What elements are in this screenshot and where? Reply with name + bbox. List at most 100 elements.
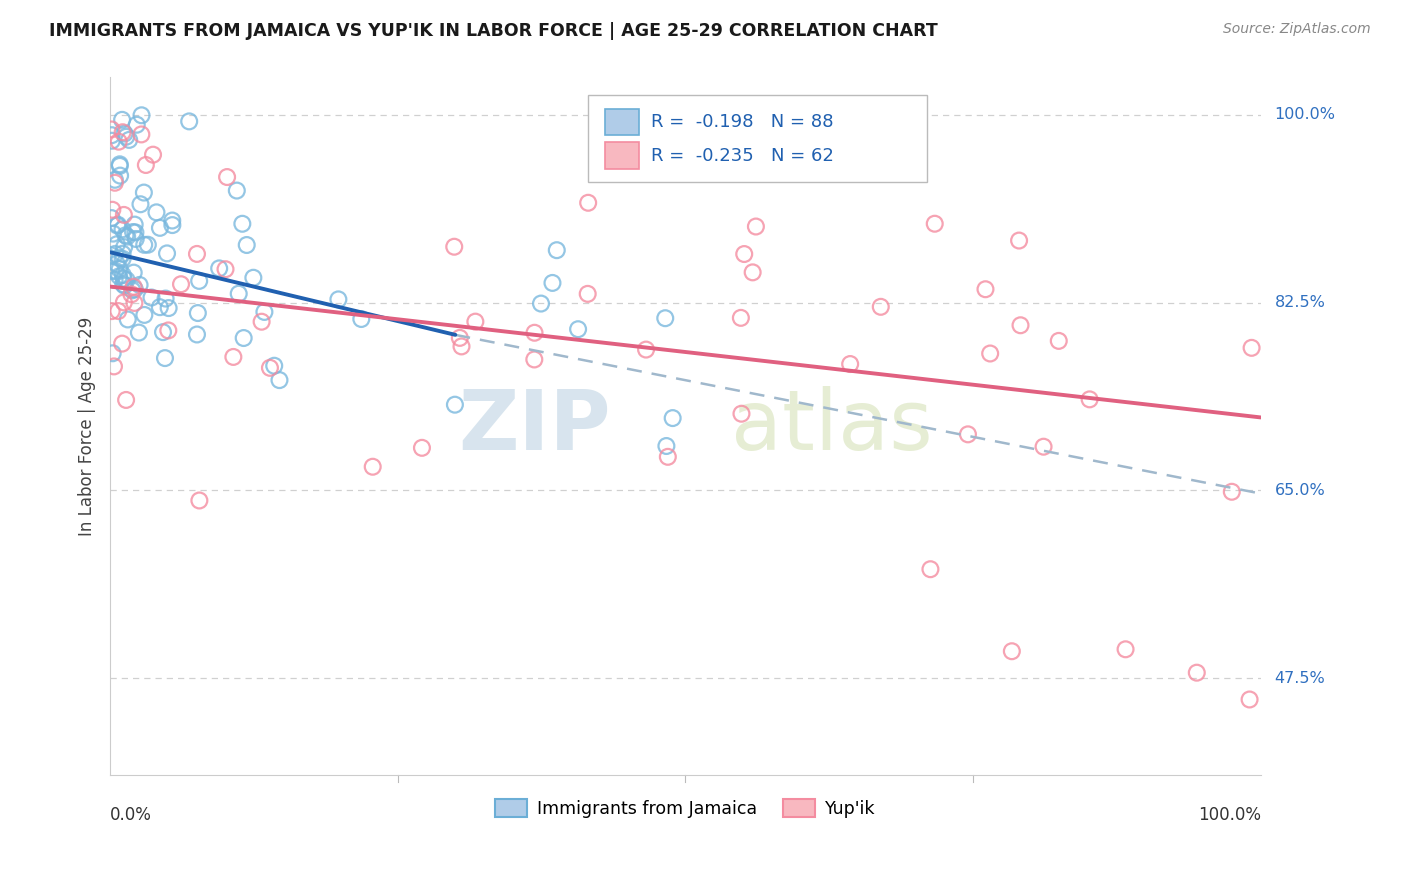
Point [541, 276, 564, 290]
Point [128, 277, 150, 292]
Point [1220, 484, 1243, 499]
Point [108, 159, 131, 173]
Point [523, 326, 546, 340]
Point [105, 257, 128, 271]
Text: 100.0%: 100.0% [1198, 806, 1261, 824]
Point [242, 270, 264, 285]
Point [869, 300, 891, 314]
Point [107, 304, 129, 318]
Point [162, 218, 184, 232]
Point [350, 312, 373, 326]
Point [114, 127, 136, 141]
Point [100, 264, 122, 278]
Point [124, 218, 146, 232]
Point [1032, 440, 1054, 454]
Point [186, 247, 208, 261]
Point [112, 240, 135, 254]
Point [567, 322, 589, 336]
Point [222, 350, 245, 364]
Point [129, 197, 152, 211]
Point [115, 129, 138, 144]
Point [449, 331, 471, 345]
Point [464, 315, 486, 329]
Point [450, 339, 472, 353]
Point [186, 327, 208, 342]
Bar [605, 142, 640, 169]
Point [131, 128, 153, 142]
Point [145, 205, 167, 219]
Point [135, 158, 157, 172]
Point [979, 346, 1001, 360]
Point [228, 286, 250, 301]
Point [157, 301, 180, 315]
Point [112, 295, 135, 310]
Point [1001, 644, 1024, 658]
Text: 82.5%: 82.5% [1274, 295, 1326, 310]
Point [411, 441, 433, 455]
Point [974, 282, 997, 296]
Point [179, 114, 201, 128]
Point [108, 169, 131, 183]
Point [156, 246, 179, 260]
Point [1115, 642, 1137, 657]
Point [225, 184, 247, 198]
Point [104, 273, 127, 287]
Point [108, 262, 131, 277]
Point [1239, 692, 1261, 706]
Point [100, 211, 122, 225]
Point [111, 125, 134, 139]
Point [634, 343, 657, 357]
Point [231, 217, 253, 231]
Point [187, 306, 209, 320]
Point [153, 351, 176, 365]
Point [122, 266, 145, 280]
Point [654, 311, 676, 326]
Point [101, 346, 124, 360]
Point [105, 237, 128, 252]
Point [444, 398, 467, 412]
Point [121, 283, 143, 297]
Point [124, 282, 146, 296]
Point [523, 352, 546, 367]
Point [920, 562, 942, 576]
Point [107, 218, 129, 232]
Point [125, 118, 148, 132]
Point [269, 373, 291, 387]
Point [149, 220, 172, 235]
Point [661, 411, 683, 425]
Point [122, 280, 145, 294]
Point [1185, 665, 1208, 680]
Text: 100.0%: 100.0% [1274, 107, 1336, 122]
Point [253, 305, 276, 319]
Point [103, 359, 125, 374]
Point [111, 336, 134, 351]
FancyBboxPatch shape [588, 95, 927, 182]
Point [101, 202, 124, 217]
Point [112, 277, 135, 292]
Point [111, 222, 134, 236]
Point [101, 227, 124, 241]
Point [108, 251, 131, 265]
Point [111, 112, 134, 127]
Point [1010, 318, 1032, 333]
Point [131, 108, 153, 122]
Point [730, 310, 752, 325]
Text: Source: ZipAtlas.com: Source: ZipAtlas.com [1223, 22, 1371, 37]
Point [235, 238, 257, 252]
Point [214, 262, 236, 277]
Point [730, 407, 752, 421]
Point [263, 359, 285, 373]
Point [1008, 234, 1031, 248]
Point [118, 133, 141, 147]
Point [112, 208, 135, 222]
Point [208, 261, 231, 276]
Point [115, 392, 138, 407]
Point [128, 326, 150, 340]
Point [232, 331, 254, 345]
Point [134, 308, 156, 322]
Point [114, 278, 136, 293]
Point [655, 439, 678, 453]
Point [155, 292, 177, 306]
Point [162, 213, 184, 227]
Point [576, 195, 599, 210]
